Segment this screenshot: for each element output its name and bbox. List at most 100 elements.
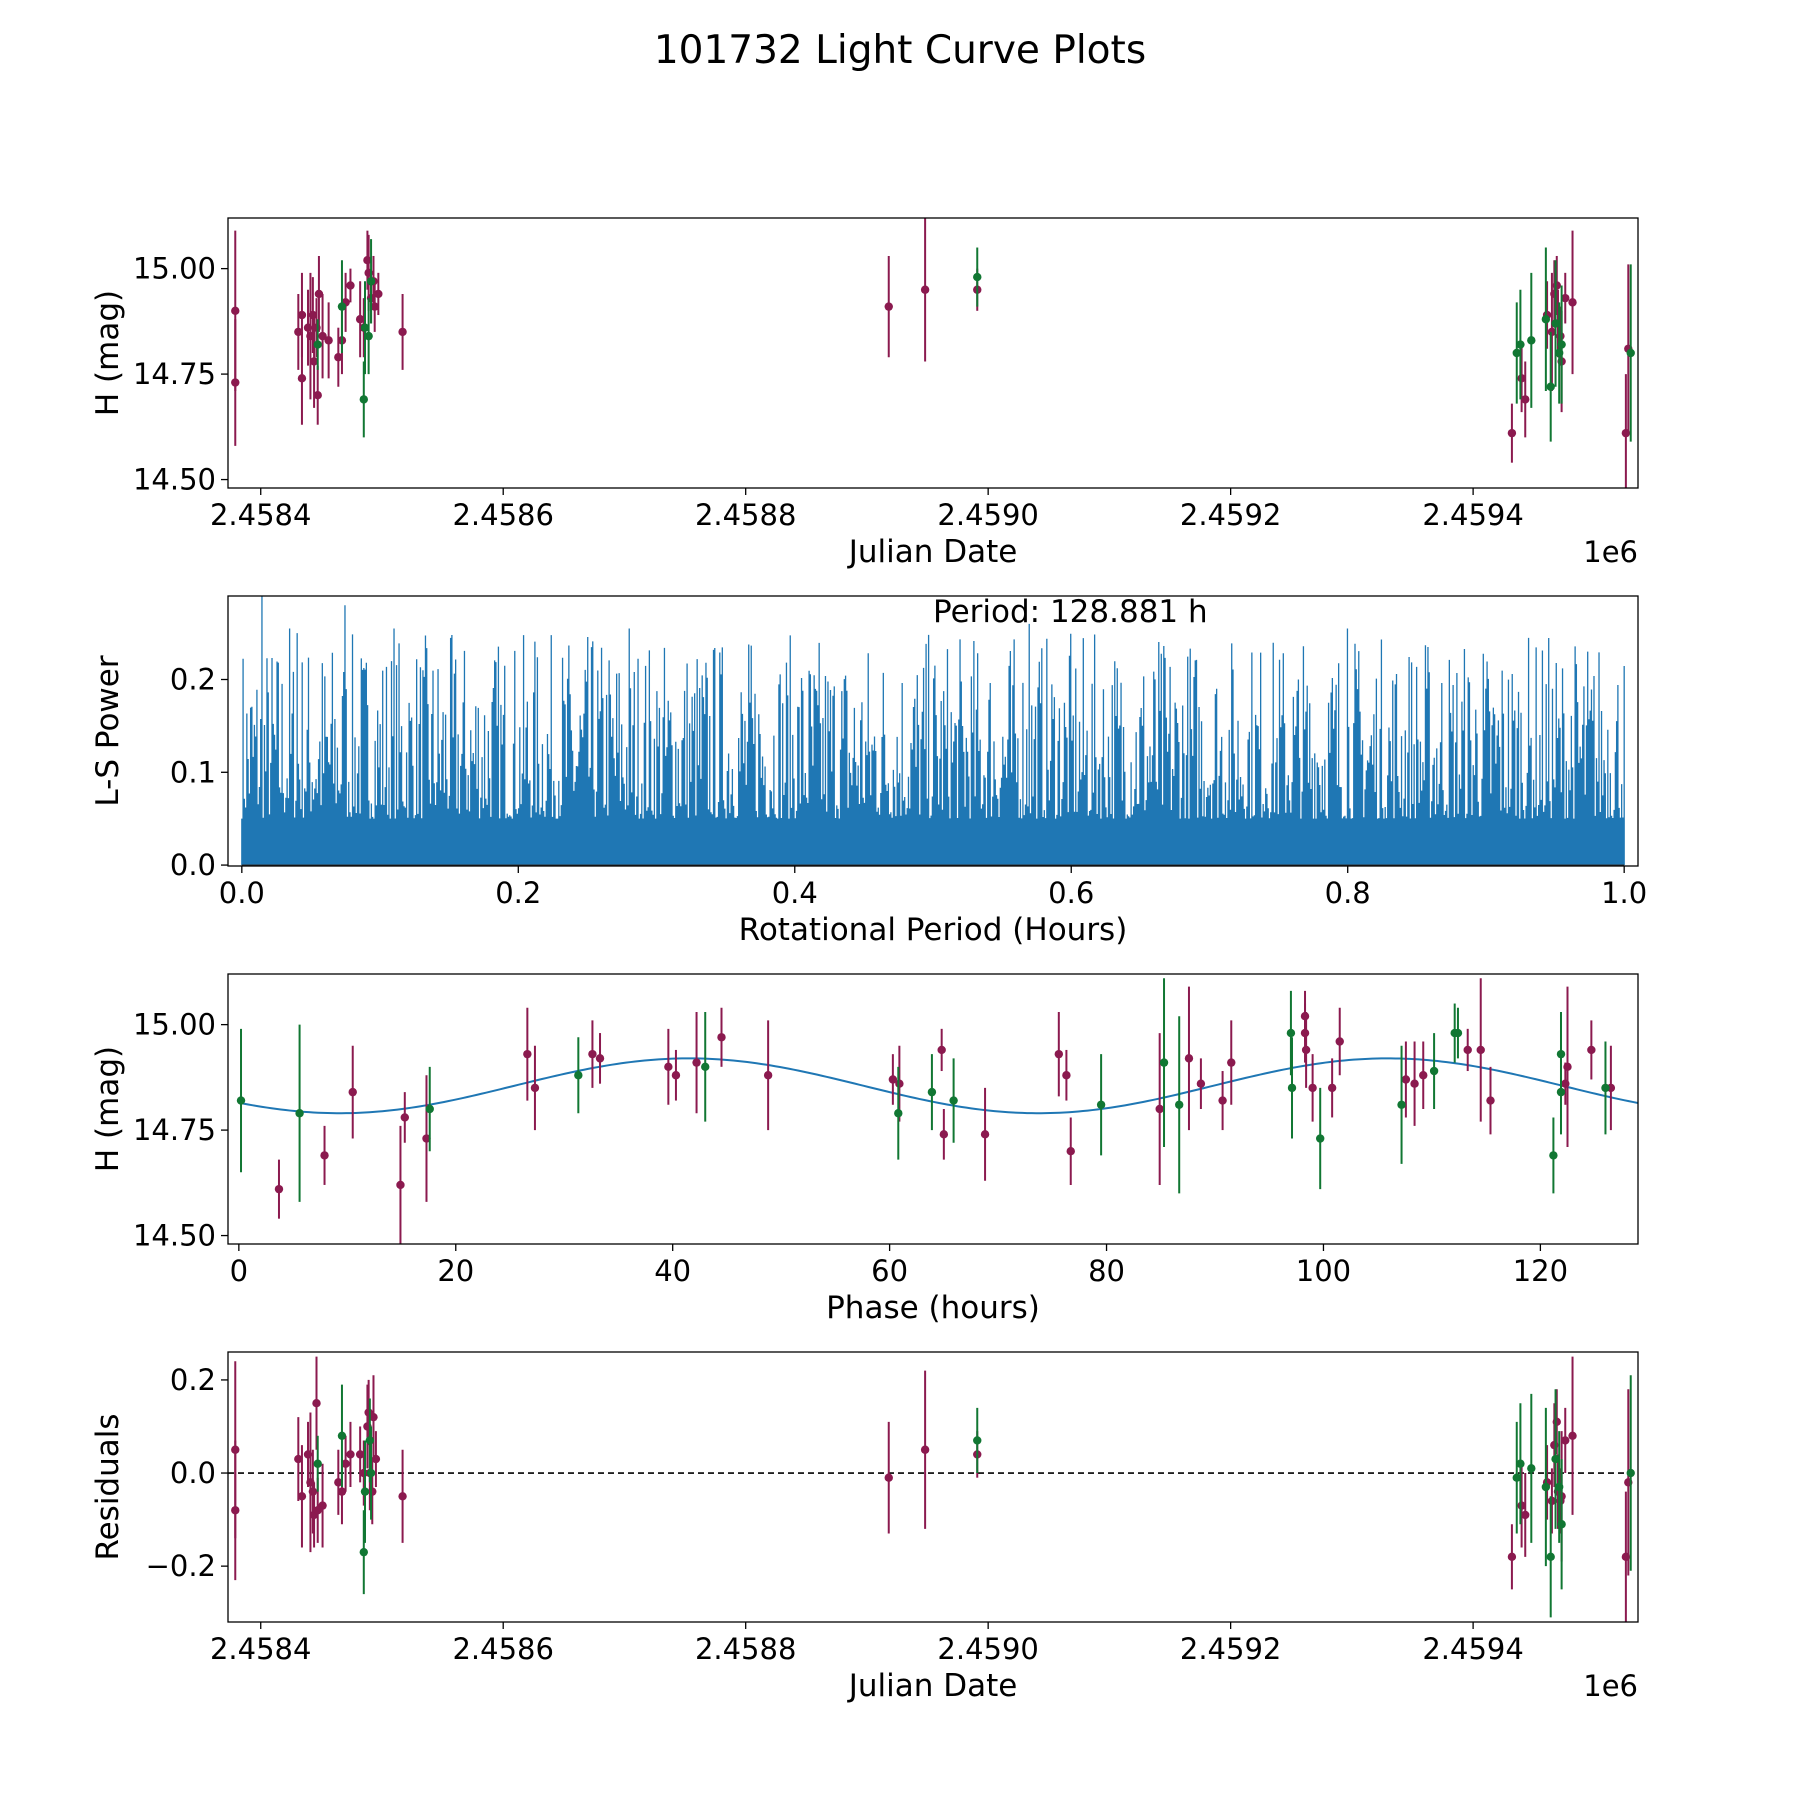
data-point (1196, 1079, 1206, 1088)
x-tick-label: 2.4586 (452, 498, 553, 532)
data-point (1552, 1417, 1561, 1427)
data-point (1308, 1083, 1317, 1093)
series-r (274, 978, 1616, 1244)
x-axis-label: Rotational Period (Hours) (739, 912, 1128, 948)
data-point (1300, 1028, 1310, 1038)
x-tick-label: 40 (654, 1254, 691, 1288)
x-tick-label: 120 (1513, 1254, 1568, 1288)
data-point (364, 331, 373, 341)
data-point (927, 1087, 937, 1097)
data-point (980, 1130, 990, 1139)
data-point (370, 302, 379, 311)
data-point (1316, 1134, 1325, 1143)
data-point (1096, 1100, 1106, 1109)
data-point (297, 374, 307, 383)
data-point (314, 289, 324, 299)
data-point (295, 1109, 304, 1118)
x-axis-label: Julian Date (847, 1668, 1018, 1704)
data-point (425, 1104, 434, 1114)
y-tick-label: 0.1 (170, 755, 216, 789)
data-point (1527, 336, 1536, 345)
x-tick-label: 0.0 (219, 876, 265, 910)
data-point (1184, 1054, 1194, 1063)
x-tick-label: 0.8 (1325, 876, 1371, 910)
data-point (1287, 1083, 1297, 1093)
plot-area (231, 218, 1635, 488)
x-axis-label: Julian Date (847, 534, 1018, 570)
data-point (1516, 340, 1525, 349)
data-point (334, 353, 343, 362)
x-offset-label: 1e6 (1583, 1669, 1638, 1703)
data-point (1556, 1049, 1566, 1059)
data-point (1516, 1459, 1525, 1468)
data-point (1463, 1045, 1472, 1055)
data-point (1541, 1482, 1551, 1492)
x-tick-label: 2.4586 (452, 1632, 553, 1666)
data-point (337, 1487, 347, 1496)
data-point (313, 340, 322, 349)
x-tick-label: 0 (230, 1254, 248, 1288)
axes-frame (227, 217, 1639, 489)
y-tick-label: 14.75 (133, 1113, 216, 1147)
axes-frame (227, 973, 1639, 1245)
data-point (949, 1096, 958, 1105)
data-point (355, 1450, 365, 1459)
data-point (320, 1151, 329, 1160)
data-point (1476, 1045, 1485, 1055)
x-tick-label: 2.4584 (210, 498, 311, 532)
y-axis-label: H (mag) (90, 290, 126, 416)
periodogram-fill (241, 821, 1625, 866)
data-point (1568, 298, 1577, 307)
data-point (763, 1071, 773, 1080)
x-tick-label: 20 (437, 1254, 474, 1288)
data-point (1601, 1083, 1610, 1093)
data-point (574, 1071, 583, 1080)
y-tick-label: 0.0 (170, 848, 216, 882)
data-point (313, 390, 322, 400)
y-tick-label: 14.50 (133, 463, 216, 497)
axes-frame (227, 1351, 1639, 1623)
data-point (366, 1468, 376, 1478)
data-point (1561, 1436, 1570, 1445)
data-point (1159, 1058, 1169, 1067)
x-tick-label: 2.4590 (937, 1632, 1038, 1666)
data-point (1507, 1552, 1517, 1562)
data-point (1551, 319, 1560, 328)
data-point (1401, 1075, 1411, 1084)
data-point (1155, 1104, 1164, 1114)
x-tick-label: 2.4590 (937, 498, 1038, 532)
data-point (1563, 1062, 1572, 1072)
y-tick-label: 0.2 (170, 1363, 216, 1397)
data-point (324, 336, 333, 345)
y-axis-label: L-S Power (90, 655, 126, 806)
data-point (318, 331, 327, 341)
data-point (1286, 1028, 1296, 1038)
x-tick-label: 1.0 (1601, 876, 1647, 910)
data-point (701, 1062, 710, 1072)
y-tick-label: 15.00 (133, 1008, 216, 1042)
data-point (365, 1436, 375, 1445)
data-point (973, 1436, 982, 1445)
data-point (920, 1445, 930, 1454)
data-point (1626, 348, 1635, 358)
data-point (369, 1412, 378, 1422)
y-tick-label: 0.2 (170, 663, 216, 697)
data-point (1541, 315, 1551, 324)
data-point (530, 1083, 540, 1093)
chart-panel-2: Period: 128.881 h 0.0 0.2 0.4 0.6 0.8 1.0 0.0 0.… (90, 594, 1647, 948)
data-point (313, 1459, 322, 1468)
data-point (360, 323, 370, 332)
data-point (1557, 340, 1566, 349)
x-tick-label: 100 (1296, 1254, 1351, 1288)
data-point (368, 1487, 377, 1496)
data-point (308, 1487, 318, 1496)
data-point (341, 1459, 350, 1468)
period-annotation: Period: 128.881 h (933, 594, 1208, 630)
data-point (309, 357, 319, 366)
data-point (231, 378, 240, 387)
data-point (1066, 1146, 1075, 1156)
x-tick-label: 0.2 (495, 876, 541, 910)
x-axis-label: Phase (hours) (826, 1290, 1040, 1326)
data-point (312, 1399, 321, 1408)
data-point (1397, 1100, 1406, 1109)
